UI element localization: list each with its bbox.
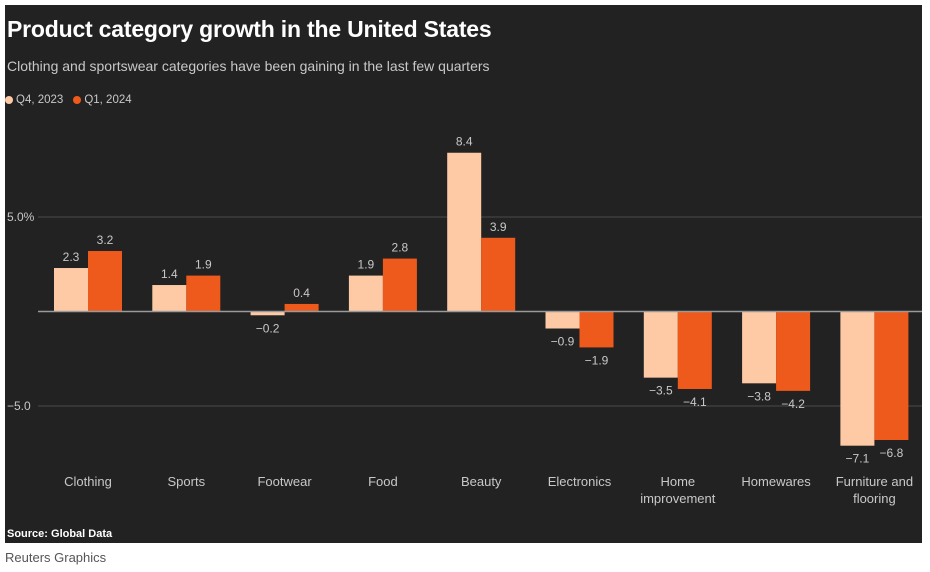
x-category-label: Clothing (64, 474, 112, 489)
bar-q4-2023 (54, 268, 88, 312)
x-category-label: Sports (168, 474, 206, 489)
x-category-label: flooring (853, 491, 896, 506)
x-category-label: Electronics (548, 474, 612, 489)
legend-label-q1-2024: Q1, 2024 (84, 94, 132, 106)
bar-q4-2023 (643, 311, 678, 378)
legend-label-q4-2023: Q4, 2023 (16, 94, 64, 106)
chart-title: Product category growth in the United St… (7, 16, 492, 42)
value-label: 1.9 (195, 258, 212, 272)
bar-q4-2023 (840, 311, 875, 446)
value-label: −3.8 (747, 389, 771, 403)
value-label: −0.2 (256, 321, 280, 335)
y-tick-label: 5.0% (7, 210, 35, 224)
value-label: 0.4 (293, 286, 310, 300)
bar-q4-2023 (742, 311, 777, 384)
bar-q1-2024 (874, 311, 909, 441)
value-label: −7.1 (846, 452, 870, 466)
labels: 5.0% −5.0 2.3 1.4 −0.2 1.9 8.4 −0.9 −3.5 −3.8 −7.1… (7, 135, 913, 506)
bar-q1-2024 (186, 275, 221, 312)
value-label: −3.5 (649, 384, 673, 398)
value-label: 3.2 (97, 233, 114, 247)
x-category-label: Food (368, 474, 398, 489)
legend: Q4, 2023 Q1, 2024 (5, 94, 132, 106)
chart-panel: Product category growth in the United St… (5, 5, 922, 543)
legend-item-q4-2023: Q4, 2023 (5, 94, 63, 106)
legend-swatch-q1-2024 (73, 96, 82, 104)
legend-swatch-q4-2023 (5, 96, 13, 104)
bar-q4-2023 (348, 275, 383, 312)
credit-text: Reuters Graphics (5, 550, 107, 565)
y-tick-label: −5.0 (7, 399, 31, 413)
bar-q1-2024 (579, 311, 614, 348)
bar-q4-2023 (250, 311, 285, 316)
bar-q1-2024 (677, 311, 712, 389)
value-label: 2.3 (63, 250, 80, 264)
bar-q1-2024 (88, 251, 122, 312)
bars (54, 152, 909, 446)
source-note: Source: Global Data (7, 528, 113, 540)
x-category-label: Home (660, 474, 695, 489)
x-category-label: Homewares (741, 474, 811, 489)
chart-subtitle: Clothing and sportswear categories have … (7, 58, 490, 74)
value-label: −0.9 (551, 335, 575, 349)
value-label: 2.8 (392, 241, 409, 255)
bar-q4-2023 (447, 152, 482, 312)
x-category-label: Beauty (461, 474, 502, 489)
value-label: 1.4 (161, 267, 178, 281)
x-category-label: Furniture and (836, 474, 913, 489)
value-label: 1.9 (358, 258, 375, 272)
bar-q4-2023 (152, 285, 187, 312)
value-label: −4.1 (683, 395, 707, 409)
bar-q1-2024 (776, 311, 811, 391)
bar-q1-2024 (481, 237, 516, 312)
x-category-label: improvement (640, 491, 716, 506)
x-category-label: Footwear (257, 474, 312, 489)
value-label: 3.9 (490, 220, 507, 234)
value-label: −6.8 (880, 446, 904, 460)
legend-item-q1-2024: Q1, 2024 (73, 94, 132, 106)
value-label: −4.2 (781, 397, 805, 411)
bar-q4-2023 (545, 311, 580, 329)
value-label: 8.4 (456, 135, 473, 149)
bar-q1-2024 (284, 303, 319, 312)
value-label: −1.9 (585, 353, 609, 367)
bar-q1-2024 (382, 258, 417, 312)
